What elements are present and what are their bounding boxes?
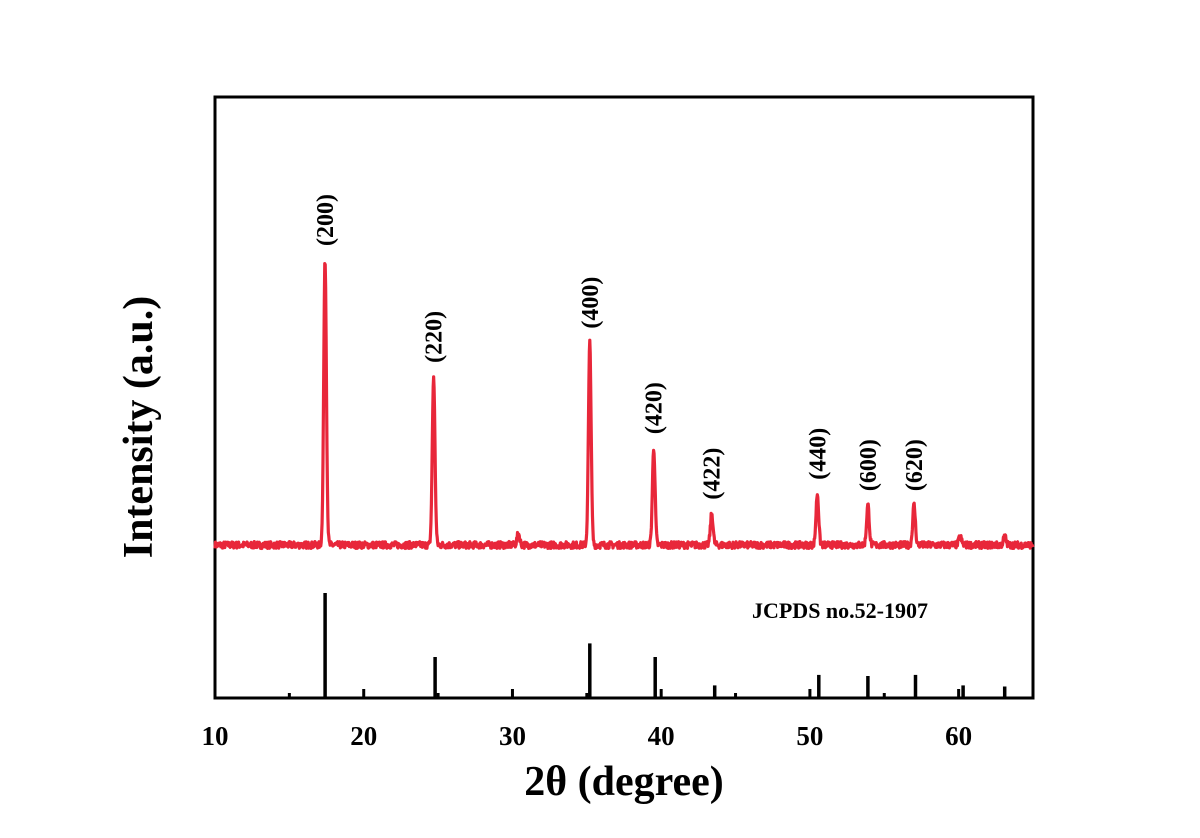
peak-label: (220)	[422, 311, 448, 363]
x-axis-tick-labels: 10 20 30 40 50 60	[202, 721, 973, 751]
reference-label: JCPDS no.52-1907	[752, 598, 928, 623]
x-tick-label: 10	[202, 721, 229, 751]
x-tick-label: 30	[499, 721, 526, 751]
x-axis-title: 2θ (degree)	[524, 759, 724, 805]
plot-frame	[213, 95, 1035, 700]
peak-label: (420)	[642, 382, 668, 434]
xrd-pattern-layer	[213, 261, 1035, 551]
peak-label: (440)	[805, 428, 831, 480]
x-tick-label: 50	[796, 721, 823, 751]
peak-label: (620)	[902, 439, 928, 491]
peak-label: (422)	[700, 448, 726, 500]
peak-labels: (200) (220) (400) (420) (422) (440) (600) (620)	[313, 194, 928, 500]
x-tick-label: 40	[648, 721, 675, 751]
xrd-pattern-line	[213, 261, 1035, 551]
x-tick-label: 60	[945, 721, 972, 751]
peak-label: (600)	[856, 439, 882, 491]
peak-label: (400)	[578, 277, 604, 329]
peak-label: (200)	[313, 194, 339, 246]
x-axis-ticks	[213, 689, 1035, 698]
reference-sticks	[323, 593, 1007, 698]
y-axis-title: Intensity (a.u.)	[116, 296, 162, 559]
x-tick-label: 20	[350, 721, 377, 751]
